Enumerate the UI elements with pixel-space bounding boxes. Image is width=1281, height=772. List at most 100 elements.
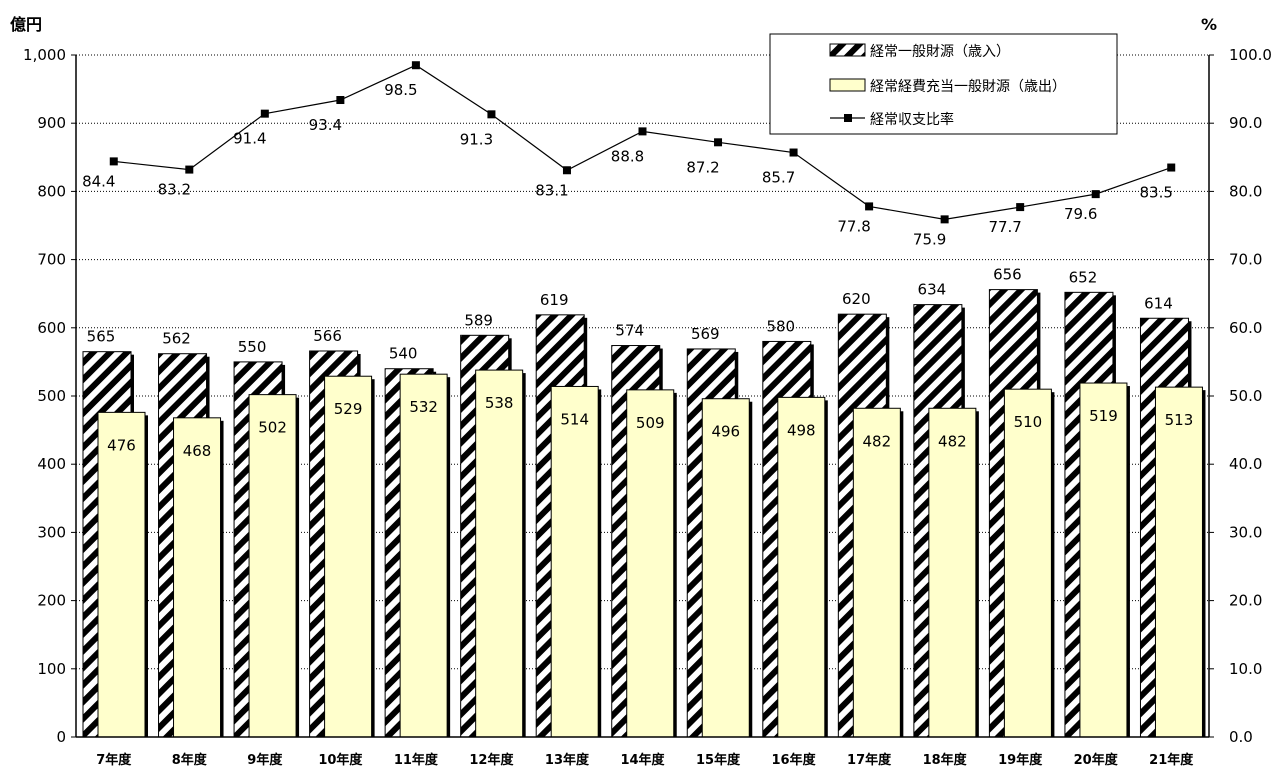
expenditure-label: 468 [183,442,212,460]
ratio-marker [865,202,874,211]
expenditure-bar [928,407,977,738]
left-tick-label: 600 [37,319,66,337]
legend-swatch-ratio-marker [844,114,852,122]
revenue-label: 565 [87,328,116,346]
expenditure-label: 538 [485,394,514,412]
expenditure-bar-shadow [220,420,224,737]
ratio-marker [260,109,269,118]
expenditure-bar [475,369,524,738]
expenditure-bar-shadow [296,397,300,737]
right-tick-label: 40.0 [1229,455,1262,473]
ratio-label: 85.7 [762,169,795,187]
ratio-label: 84.4 [82,172,115,190]
left-tick-label: 0 [56,728,66,746]
revenue-label: 656 [993,266,1022,284]
category-label: 8年度 [172,752,208,768]
expenditure-label: 513 [1165,411,1194,429]
revenue-label: 569 [691,325,720,343]
expenditure-bar-shadow [447,377,451,737]
expenditure-bar-shadow [371,379,375,737]
revenue-label: 566 [313,327,342,345]
category-label: 10年度 [318,752,363,768]
right-tick-label: 80.0 [1229,182,1262,200]
left-tick-label: 200 [37,592,66,610]
revenue-label: 652 [1069,268,1098,286]
ratio-marker [1091,190,1100,199]
left-tick-label: 100 [37,660,66,678]
ratio-marker [562,166,571,175]
expenditure-bar [777,396,826,738]
legend-swatch-revenue [829,43,866,57]
ratio-label: 93.4 [309,116,342,134]
right-tick-label: 90.0 [1229,114,1262,132]
expenditure-bar [399,373,448,738]
expenditure-bar-shadow [975,411,979,737]
ratio-marker [1016,203,1025,212]
category-label: 20年度 [1074,752,1119,768]
ratio-label: 79.6 [1064,205,1097,223]
category-label: 15年度 [696,752,741,768]
category-label: 7年度 [96,752,132,768]
expenditure-bar [324,375,373,738]
ratio-marker [638,127,647,136]
category-label: 18年度 [923,752,968,768]
revenue-label: 614 [1144,294,1173,312]
expenditure-label: 509 [636,414,665,432]
right-tick-label: 0.0 [1229,728,1253,746]
expenditure-bar-shadow [1051,392,1055,737]
left-tick-label: 900 [37,114,66,132]
right-tick-label: 10.0 [1229,660,1262,678]
ratio-marker [789,148,798,157]
right-tick-label: 100.0 [1229,46,1272,64]
ratio-marker [411,61,420,70]
revenue-label: 634 [918,281,947,299]
category-label: 11年度 [394,752,439,768]
category-label: 19年度 [998,752,1043,768]
expenditure-bar [1003,388,1052,738]
expenditure-label: 476 [107,436,136,454]
expenditure-bar [97,411,146,738]
expenditure-bar-shadow [673,392,677,737]
bars: 565 476 562 468 550 502 566 529 540 532 589 538 619 5… [82,266,1206,738]
expenditure-bar-shadow [824,400,828,737]
expenditure-bar [1079,382,1128,738]
category-label: 21年度 [1149,752,1194,768]
right-tick-label: 50.0 [1229,387,1262,405]
ratio-label: 83.2 [158,181,191,199]
category-labels: 7年度 8年度 9年度 10年度 11年度 12年度 13年度 14年度 15年度 16年度 17年… [96,752,1194,768]
expenditure-label: 498 [787,421,816,439]
left-axis-ticks: 0 100 200 300 400 500 600 700 800 900 1,000 [23,46,76,746]
ratio-marker [1167,163,1176,172]
revenue-label: 550 [238,338,267,356]
right-tick-label: 20.0 [1229,592,1262,610]
left-axis-unit: 億円 [10,15,42,34]
ratio-marker [185,165,194,174]
ratio-marker [940,215,949,224]
expenditure-label: 514 [560,410,589,428]
expenditure-label: 502 [258,419,287,437]
expenditure-bar-shadow [522,373,526,737]
ratio-label: 88.8 [611,147,644,165]
revenue-label: 619 [540,291,569,309]
left-tick-label: 400 [37,455,66,473]
expenditure-bar [248,394,297,738]
expenditure-bar-shadow [1126,386,1130,737]
left-tick-label: 800 [37,182,66,200]
ratio-label: 83.1 [535,181,568,199]
expenditure-bar [852,407,901,738]
ratio-label: 75.9 [913,230,946,248]
revenue-label: 620 [842,290,871,308]
expenditure-label: 529 [334,400,363,418]
category-label: 17年度 [847,752,892,768]
right-axis-ticks: 0.0 10.0 20.0 30.0 40.0 50.0 60.0 70.0 80.0 90.0 1… [1209,46,1272,746]
legend: 経常一般財源（歳入） 経常経費充当一般財源（歳出） 経常収支比率 [769,33,1118,135]
legend-label-ratio: 経常収支比率 [870,111,954,128]
expenditure-label: 519 [1089,407,1118,425]
category-label: 9年度 [247,752,283,768]
expenditure-label: 532 [409,398,438,416]
revenue-label: 540 [389,345,418,363]
ratio-label: 87.2 [686,158,719,176]
revenue-label: 589 [464,311,493,329]
left-tick-label: 1,000 [23,46,66,64]
